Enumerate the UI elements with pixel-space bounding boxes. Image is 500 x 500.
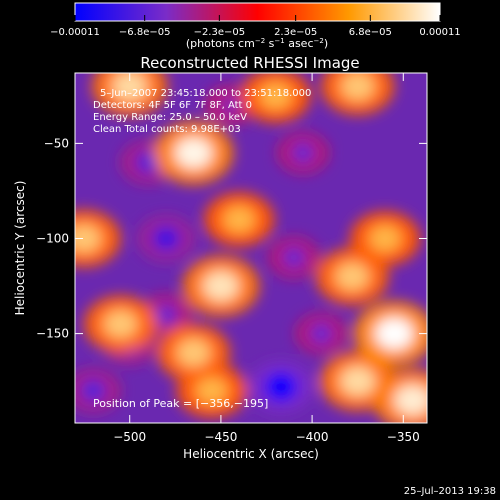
heat-source-core	[195, 377, 228, 405]
heat-source-core	[281, 245, 307, 270]
x-tick-label: −400	[296, 430, 329, 444]
x-tick-label: −450	[204, 430, 237, 444]
heat-source-core	[290, 141, 316, 165]
heatmap-sources	[75, 73, 427, 423]
colorbar-tick-label: 0.00011	[419, 27, 460, 38]
heat-source-core	[308, 322, 335, 346]
y-tick-label: −150	[36, 327, 69, 341]
heat-source-core	[217, 94, 243, 117]
heat-source-core	[393, 384, 427, 416]
heat-source-core	[259, 82, 292, 110]
colorbar-units: (photons cm−2 s−1 asec−2)	[186, 37, 328, 50]
x-tick-label: −500	[113, 430, 146, 444]
colorbar: −0.00011 −6.8e−05 −2.3e−05 2.3e−05 6.8e−05 0.…	[50, 2, 461, 50]
heat-source-core	[176, 338, 211, 367]
heat-source-core	[374, 317, 414, 350]
chart-title: Reconstructed RHESSI Image	[140, 54, 359, 72]
heat-source-core	[152, 225, 181, 252]
y-tick-label: −100	[36, 231, 69, 245]
heat-source-core	[79, 378, 107, 403]
heat-source-core	[335, 262, 370, 291]
annotation-line: Energy Range: 25.0 – 50.0 keV	[93, 112, 247, 123]
colorbar-tick-label: −6.8e−05	[119, 27, 171, 38]
colorbar-strip	[74, 2, 441, 22]
image-panel: −500 −450 −400 −350 −50 −100 −150	[36, 72, 428, 444]
peak-position-label: Position of Peak = [−356,−195]	[93, 397, 268, 410]
annotation-line: Clean Total counts: 9.98E+03	[93, 124, 241, 135]
heat-source-core	[265, 372, 298, 402]
colorbar-ticks: −0.00011 −6.8e−05 −2.3e−05 2.3e−05 6.8e−05 0.…	[50, 15, 461, 38]
x-tick-label: −350	[387, 430, 420, 444]
annotation-line: Detectors: 4F 5F 6F 7F 8F, Att 0	[93, 100, 252, 111]
x-axis-label: Heliocentric X (arcsec)	[183, 447, 319, 461]
annotation-block: 5–Jun–2007 23:45:18.000 to 23:51:18.000D…	[93, 88, 311, 135]
heat-source-core	[340, 73, 375, 101]
axis-ticks: −500 −450 −400 −350 −50 −100 −150	[36, 73, 427, 444]
heat-source-core	[222, 206, 256, 233]
heat-source-core	[368, 225, 402, 252]
colorbar-tick-label: −2.3e−05	[194, 27, 246, 38]
heat-source-core	[202, 270, 239, 302]
heat-source-core	[103, 309, 138, 339]
heat-source-core	[153, 303, 180, 327]
heat-source-core	[112, 73, 148, 102]
colorbar-tick-label: −0.00011	[50, 27, 100, 38]
y-tick-label: −50	[44, 136, 69, 150]
colorbar-tick-label: 2.3e−05	[274, 27, 317, 38]
plot-frame	[74, 72, 428, 424]
heat-source-core	[340, 366, 376, 396]
heat-source-core	[174, 137, 213, 169]
colorbar-tick-label: 6.8e−05	[349, 27, 392, 38]
date-stamp: 25–Jul–2013 19:38	[404, 486, 496, 497]
y-axis-label: Heliocentric Y (arcsec)	[13, 181, 27, 316]
heat-source-core	[75, 224, 102, 253]
annotation-line: 5–Jun–2007 23:45:18.000 to 23:51:18.000	[100, 88, 311, 99]
